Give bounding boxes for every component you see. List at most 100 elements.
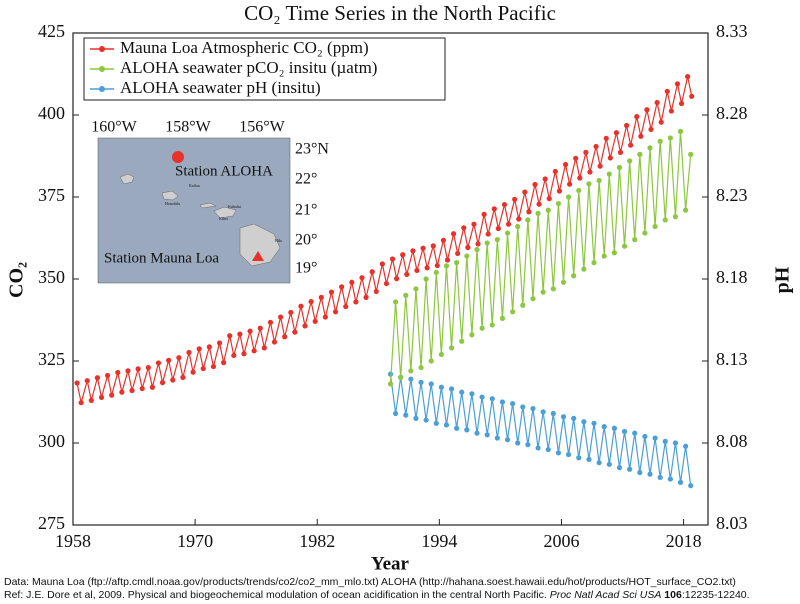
data-point [115, 369, 121, 376]
data-point [567, 181, 573, 187]
data-point [443, 422, 450, 428]
data-point [581, 419, 587, 425]
data-point [689, 93, 695, 99]
data-point [520, 302, 526, 308]
data-point [408, 376, 414, 382]
data-point [581, 266, 587, 272]
data-point [464, 427, 470, 433]
data-point [389, 256, 396, 262]
data-point [410, 248, 416, 254]
station-label: Station ALOHA [175, 163, 273, 179]
data-point [88, 397, 94, 403]
data-point [125, 368, 131, 374]
ref-journal: Proc Natl Acad Sci USA [549, 589, 662, 601]
data-point [526, 209, 532, 215]
data-point [674, 81, 681, 87]
data-point [586, 456, 592, 462]
chart-title: CO₂ Time Series in the North Pacific [244, 1, 556, 25]
data-point [414, 267, 420, 274]
x-tick-label: 1970 [177, 531, 213, 551]
data-point [84, 378, 90, 384]
data-point [216, 340, 223, 346]
data-point [632, 430, 638, 436]
data-point [353, 299, 359, 305]
data-point [288, 309, 294, 316]
island [199, 202, 217, 209]
data-point [271, 339, 278, 345]
data-point [516, 216, 522, 222]
data-point [617, 149, 624, 155]
data-point [312, 318, 318, 324]
data-point [328, 289, 335, 295]
data-point [98, 394, 105, 401]
y-tick-label: 325 [38, 349, 65, 369]
data-point [438, 351, 444, 358]
data-point [512, 196, 518, 202]
data-point [611, 250, 617, 256]
data-point [455, 250, 461, 257]
y-tick-label: 375 [38, 185, 65, 205]
y2-tick-label: 8.08 [716, 431, 748, 451]
data-point [322, 314, 328, 320]
data-point [413, 286, 419, 292]
lon-label: 158°W [165, 119, 211, 136]
station-label: Station Mauna Loa [104, 250, 219, 266]
data-point [491, 206, 497, 212]
data-point [392, 410, 399, 417]
data-point [196, 346, 202, 352]
series-line [389, 374, 692, 486]
data-point [587, 169, 593, 175]
data-point [484, 240, 490, 246]
data-point [601, 253, 607, 259]
data-point [469, 332, 475, 338]
data-point [540, 289, 546, 295]
data-point [591, 420, 597, 426]
data-point [577, 175, 583, 181]
place-label: Kailua [189, 183, 200, 188]
data-point [469, 391, 475, 397]
data-point [145, 364, 151, 371]
data-point [448, 345, 455, 351]
data-point [683, 443, 689, 449]
data-point [652, 223, 658, 230]
place-label: Honolulu [165, 201, 180, 206]
data-point [494, 435, 500, 441]
data-point [221, 360, 227, 366]
y2-tick-label: 8.18 [716, 267, 748, 287]
y2-tick-label: 8.23 [716, 185, 748, 205]
data-point [440, 237, 447, 243]
data-point [623, 122, 630, 129]
data-point [565, 194, 572, 200]
data-point [277, 314, 284, 320]
data-point [359, 275, 365, 281]
x-tick-label: 1958 [55, 531, 91, 551]
data-point [499, 399, 506, 405]
data-point [251, 348, 257, 354]
data-point [292, 329, 298, 335]
legend-marker [99, 66, 105, 72]
ref-volume: 106 [664, 589, 682, 601]
aloha-marker [172, 151, 184, 163]
data-point [658, 119, 664, 125]
data-point [576, 187, 582, 194]
data-point [642, 230, 648, 236]
data-point [413, 415, 419, 421]
data-point [637, 151, 643, 157]
data-point [677, 479, 684, 485]
data-point [149, 384, 155, 390]
legend-label: Mauna Loa Atmospheric CO₂ (ppm) [120, 38, 369, 57]
data-point [683, 207, 689, 213]
data-point [459, 389, 465, 395]
data-point [530, 405, 536, 412]
data-point [556, 188, 563, 194]
legend-label: ALOHA seawater pH (insitu) [120, 78, 321, 97]
data-point [662, 217, 668, 223]
y-tick-label: 350 [38, 267, 65, 287]
data-point [667, 476, 673, 482]
data-point [591, 260, 597, 266]
data-point [155, 360, 162, 366]
data-point [383, 280, 390, 287]
data-point [647, 145, 653, 151]
data-point [438, 384, 444, 390]
